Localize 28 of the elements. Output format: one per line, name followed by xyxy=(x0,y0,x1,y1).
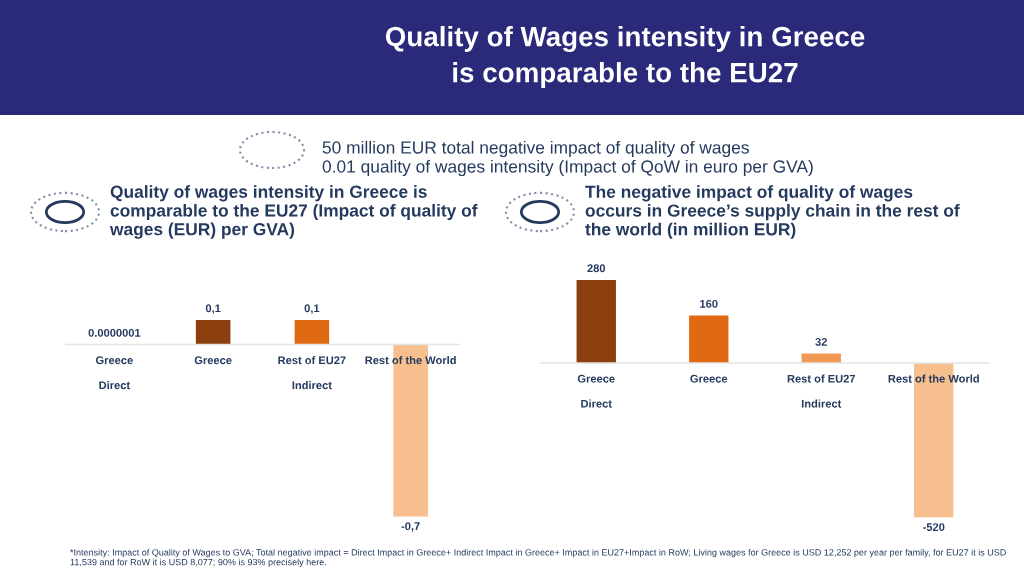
x-tick-label: Rest of EU27 xyxy=(278,356,346,365)
annotation: Indirect xyxy=(292,381,332,390)
data-label: 0.0000001 xyxy=(88,328,141,337)
x-tick-label: Greece xyxy=(690,374,728,383)
text: Quality of Wages intensity in Greece is comparable to the EU27 xyxy=(385,26,865,88)
text: 0.01 quality of wages intensity (Impact of QoW in euro per GVA) xyxy=(322,159,813,177)
annotation: Direct xyxy=(581,399,612,408)
data-label: 32 xyxy=(815,337,827,346)
x-tick-label: Greece xyxy=(194,356,232,365)
x-tick-label: Greece xyxy=(95,356,133,365)
chart-title: Quality of wages intensity in Greece is comparable to the EU27 (Impact of quality of wages (EUR) per GVA) xyxy=(109,185,478,239)
bar xyxy=(689,315,729,363)
chart-title: The negative impact of quality of wages occurs in Greece’s supply chain in the rest of the world (in million EUR) xyxy=(585,185,960,239)
data-label: -520 xyxy=(923,523,945,531)
text: *Intensity: Impact of Quality of Wages to GVA; Total negative impact = Direct Impact in Greece+ Indirect Impact in Greece+ Impact in EU27+Impact in RoW; Living wages for Greece is USD 12,252 per year per family, for EU27 it is USD 11,539 and for RoW it is USD 8,077; 90% is 93% precisely here. xyxy=(70,548,1006,568)
data-label: 280 xyxy=(587,264,606,273)
data-label: 160 xyxy=(700,299,718,308)
annotation: Direct xyxy=(99,381,130,390)
annotation: Indirect xyxy=(801,399,842,408)
x-tick-label: Rest of the World xyxy=(365,356,456,365)
text: 50 million EUR total negative impact of quality of wages xyxy=(322,140,749,158)
bar xyxy=(576,279,616,363)
data-label: -0,7 xyxy=(401,522,420,532)
x-tick-label: Rest of EU27 xyxy=(787,374,856,383)
x-tick-label: Rest of the World xyxy=(888,374,979,383)
data-label: 0,1 xyxy=(304,304,320,314)
data-label: 0,1 xyxy=(205,304,221,314)
x-tick-label: Greece xyxy=(577,374,615,383)
